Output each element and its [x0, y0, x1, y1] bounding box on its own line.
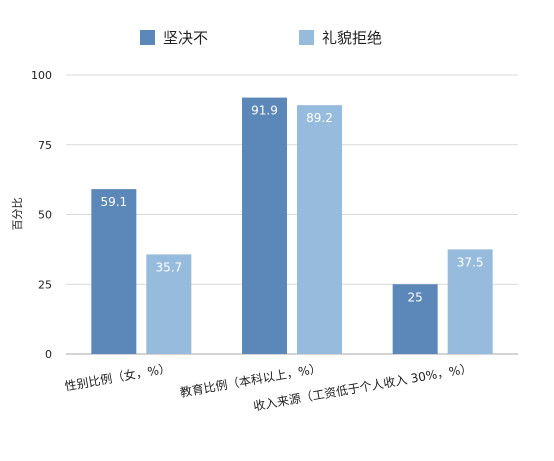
y-tick-label: 100: [31, 69, 52, 82]
category-labels: 性别比例（女，%） 教育比例（本科以上，%）收入来源（工资低于个人收入 30%，%…: [63, 360, 473, 413]
gridlines: [66, 74, 518, 355]
legend-label-2: 礼貌拒绝: [322, 29, 382, 47]
y-tick-label: 25: [38, 278, 52, 291]
legend: 坚决不 礼貌拒绝: [140, 29, 382, 47]
bars: 59.1 35.7 91.9 89.2 25 37.5: [91, 97, 493, 354]
bar-2-2: [297, 105, 342, 354]
y-tick-label: 50: [38, 209, 52, 222]
data-label: 37.5: [457, 255, 484, 269]
category-label: 性别比例（女，%）: [63, 360, 171, 393]
y-tick-label: 75: [38, 139, 52, 152]
data-label: 25: [408, 290, 423, 304]
bar-1-2: [242, 97, 287, 354]
data-label: 35.7: [155, 260, 182, 274]
bar-1-1: [91, 189, 137, 354]
legend-swatch-2: [299, 30, 314, 45]
y-axis-title: 百分比: [11, 198, 24, 231]
bar-2-3: [447, 249, 493, 354]
data-label: 59.1: [100, 195, 127, 209]
legend-swatch-1: [140, 30, 155, 45]
data-label: 89.2: [306, 111, 333, 125]
y-axis-ticks: 0 25 50 75 100: [31, 69, 52, 361]
legend-label-1: 坚决不: [163, 29, 208, 47]
bar-2-1: [146, 254, 192, 354]
bar-1-3: [392, 284, 438, 354]
data-label: 91.9: [251, 104, 278, 118]
y-tick-label: 0: [45, 348, 52, 361]
